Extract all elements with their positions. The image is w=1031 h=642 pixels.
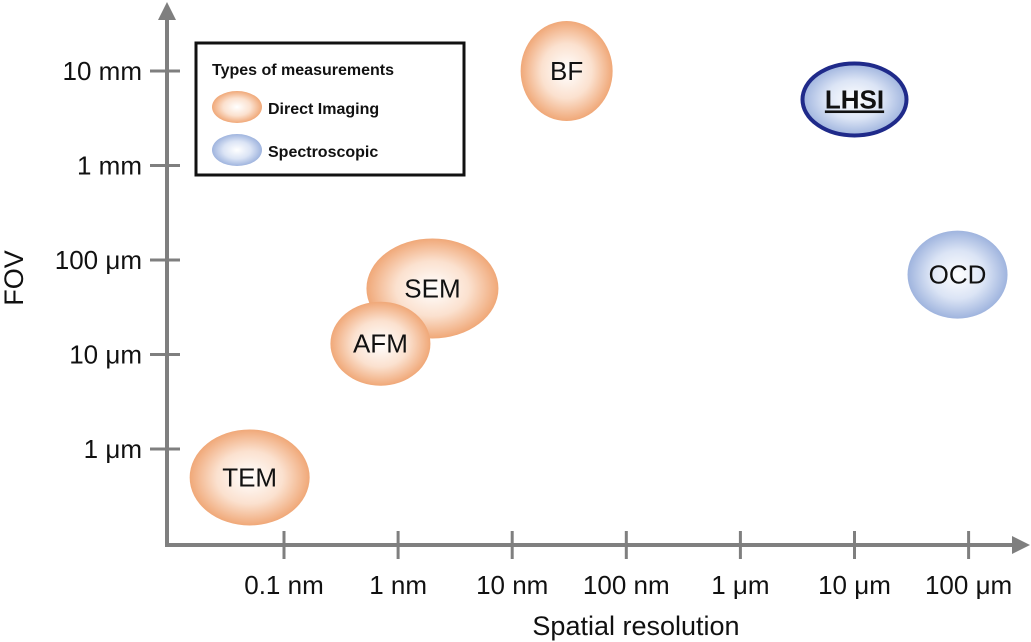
x-axis-title: Spatial resolution [532, 611, 739, 641]
y-tick-label-1-m: 1 μm [84, 434, 142, 464]
legend-item-direct-imaging: Direct Imaging [268, 101, 379, 118]
bubble-shape-afm [330, 301, 431, 386]
x-axis-ticks: 0.1 nm 1 nm 10 nm 100 nm 1 μm 10 μm 100 μm [244, 531, 1012, 600]
bubble-lhsi: LHSI [800, 61, 909, 138]
bubble-label-sem: SEM [404, 273, 460, 303]
x-tick-label-1-m: 1 μm [711, 570, 769, 600]
legend-title: Types of measurements [212, 62, 394, 79]
bubble-label-tem: TEM [222, 462, 277, 492]
y-tick-label-100-m: 100 μm [55, 245, 142, 275]
bubble-tem: TEM [189, 429, 310, 526]
x-axis-arrow [1012, 536, 1030, 554]
x-tick-label-1-nm: 1 nm [369, 570, 427, 600]
axes [158, 2, 1030, 554]
x-tick-label-100-m: 100 μm [925, 570, 1012, 600]
legend: Types of measurements Direct Imaging Spe… [194, 41, 466, 177]
bubble-label-bf: BF [550, 56, 583, 86]
bubble-label-afm: AFM [353, 329, 408, 359]
legend-item-spectroscopic: Spectroscopic [268, 144, 378, 161]
y-tick-label-10-m: 10 μm [69, 340, 142, 370]
bubble-shape-tem [189, 429, 310, 526]
bubble-shape-ocd [907, 230, 1008, 319]
bubble-afm: AFM [330, 301, 431, 386]
x-tick-label-10-m: 10 μm [818, 570, 891, 600]
legend-swatch-spectroscopic [212, 134, 262, 166]
y-tick-label-1-mm: 1 mm [77, 151, 142, 181]
bubble-label-lhsi: LHSI [825, 84, 884, 114]
x-tick-label-10-nm: 10 nm [476, 570, 548, 600]
y-tick-label-10-mm: 10 mm [63, 56, 142, 86]
y-axis-arrow [158, 2, 176, 20]
y-axis-title: FOV [0, 250, 29, 306]
x-tick-label-100-nm: 100 nm [583, 570, 670, 600]
y-axis-ticks: 1 μm 10 μm 100 μm 1 mm 10 mm [55, 56, 180, 464]
measurement-bubbles: BF LHSI SEM OCD AFM TEM [189, 21, 1008, 526]
bubble-shape-lhsi [800, 61, 909, 138]
bubble-shape-bf [520, 21, 613, 121]
bubble-ocd: OCD [907, 230, 1008, 319]
x-tick-label-0-1-nm: 0.1 nm [244, 570, 324, 600]
bubble-bf: BF [520, 21, 613, 121]
bubble-label-ocd: OCD [929, 260, 987, 290]
legend-swatch-direct-imaging [212, 91, 262, 123]
